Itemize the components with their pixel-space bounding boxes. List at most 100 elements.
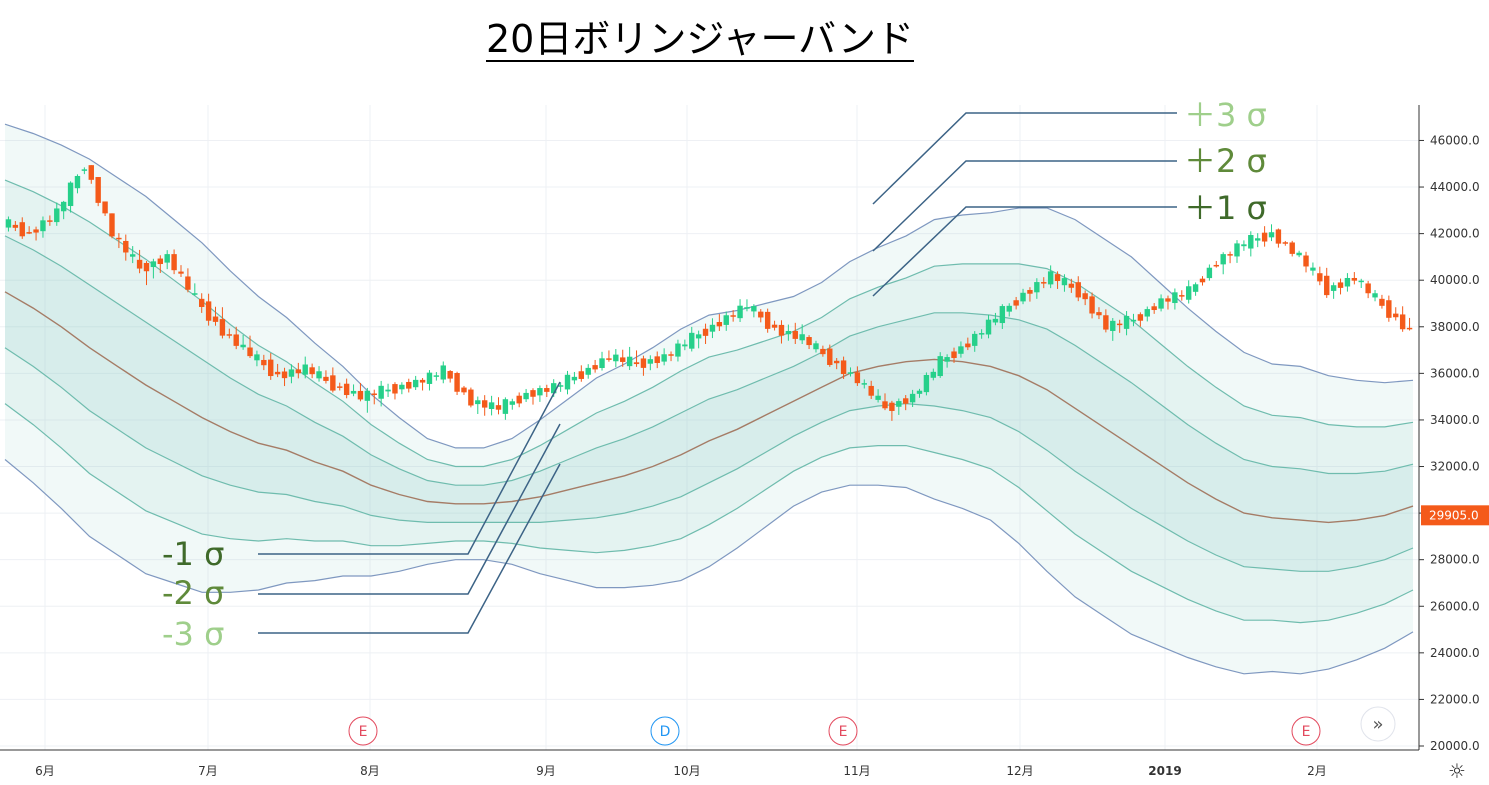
candle [1303, 255, 1309, 267]
candle [1379, 298, 1385, 306]
candle [1296, 252, 1302, 256]
scroll-right-circle[interactable] [1360, 706, 1396, 742]
candle [785, 330, 792, 335]
candle [1386, 300, 1392, 318]
band-fill-2 [5, 180, 1413, 623]
event-marker-label[interactable]: E [1302, 724, 1311, 740]
candle [371, 393, 377, 396]
leader-plus1 [872, 206, 1177, 297]
y-tick-label: 46000.0 [1430, 133, 1480, 147]
candle [316, 371, 322, 379]
gear-icon[interactable]: ☼ [1448, 759, 1466, 783]
candle [337, 386, 343, 388]
x-tick-label: 10月 [673, 764, 700, 778]
candle [233, 334, 239, 346]
event-marker-label[interactable]: E [359, 724, 368, 740]
candle [274, 371, 281, 375]
candle [613, 354, 619, 362]
candle [1006, 305, 1012, 312]
candle [309, 367, 315, 375]
candle [1185, 286, 1192, 300]
y-tick-label: 34000.0 [1430, 413, 1480, 427]
candle [502, 399, 509, 414]
candle [129, 254, 136, 257]
band-plus1 [4, 235, 1414, 486]
candle [1372, 293, 1378, 298]
leader-minus2 [258, 423, 561, 595]
label-minus1: -1 σ [162, 535, 224, 573]
candle [136, 259, 143, 269]
candle [1013, 300, 1019, 306]
candle [171, 254, 177, 271]
candle [723, 315, 729, 325]
time-axis: 6月 7月 8月 9月 10月 11月 12月 2019 2月 [0, 749, 1419, 778]
candle [295, 369, 302, 374]
candle [26, 232, 32, 234]
candle [999, 306, 1006, 324]
candle [226, 334, 233, 336]
y-tick-label: 22000.0 [1430, 692, 1480, 706]
event-marker-circle[interactable] [828, 716, 858, 746]
candle [219, 319, 226, 336]
candle [488, 402, 495, 409]
candle [571, 376, 578, 381]
settings-button[interactable]: ☼ [1448, 759, 1466, 783]
candle [861, 383, 867, 385]
y-tick-label: 38000.0 [1430, 320, 1480, 334]
candle [1393, 313, 1399, 318]
x-tick-label: 9月 [536, 764, 556, 778]
candle [1227, 254, 1233, 256]
label-minus3: -3 σ [162, 615, 224, 653]
candle [737, 305, 743, 319]
x-tick-label: 2月 [1307, 764, 1327, 778]
candle [792, 330, 798, 339]
candle [185, 276, 191, 290]
label-plus1: ＋1 σ [1184, 189, 1267, 227]
candle [1220, 254, 1226, 265]
candle [364, 390, 371, 401]
candle [385, 389, 391, 392]
event-marker-label[interactable]: E [839, 724, 848, 740]
candle [1123, 315, 1130, 329]
candle [564, 374, 571, 390]
candle [157, 258, 163, 265]
candle [523, 392, 529, 400]
band-minus2 [4, 403, 1414, 624]
event-marker-circle[interactable] [650, 716, 680, 746]
x-tick-label: 6月 [35, 764, 55, 778]
band-plus3 [4, 123, 1414, 449]
x-tick-label: 11月 [843, 764, 870, 778]
candle [840, 360, 847, 375]
candle [88, 165, 94, 180]
event-marker-circle[interactable] [348, 716, 378, 746]
candle [1144, 309, 1150, 317]
y-tick-label: 24000.0 [1430, 646, 1480, 660]
candle [378, 385, 384, 399]
event-marker-label[interactable]: D [660, 724, 671, 740]
candle [944, 357, 950, 362]
candle [695, 334, 702, 339]
candle [1351, 277, 1358, 281]
candle [751, 306, 757, 312]
candle [47, 220, 53, 222]
double-chevron-right-icon[interactable]: » [1372, 714, 1383, 735]
candle [1172, 292, 1178, 304]
grid [0, 105, 1419, 750]
candle [205, 301, 212, 321]
candle [102, 201, 108, 214]
candle [192, 293, 198, 295]
candle [1213, 264, 1219, 267]
candle [247, 347, 253, 357]
scroll-right-button[interactable]: » [1360, 706, 1396, 742]
candle [833, 360, 840, 364]
candle [1310, 267, 1316, 271]
candle [620, 357, 626, 362]
candle [67, 182, 74, 207]
candle [992, 318, 999, 323]
candle [937, 356, 943, 377]
y-tick-label: 28000.0 [1430, 553, 1480, 567]
candle [1261, 232, 1268, 242]
event-marker-circle[interactable] [1291, 716, 1321, 746]
candle [33, 229, 39, 233]
